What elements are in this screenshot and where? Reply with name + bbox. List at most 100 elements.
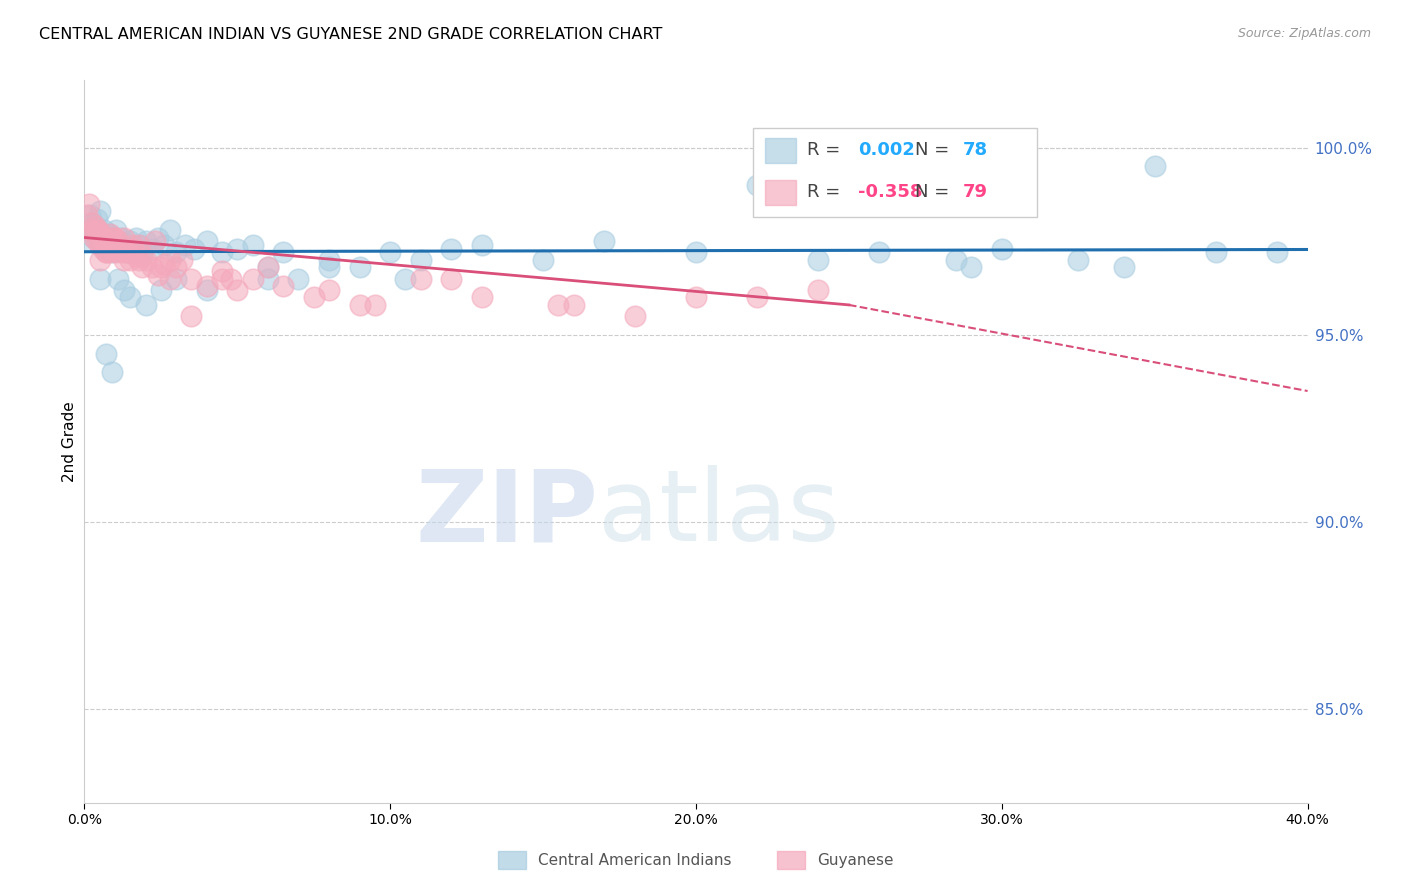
Point xyxy=(110,230,132,244)
Point xyxy=(141,260,163,275)
Point xyxy=(219,271,242,285)
Point xyxy=(153,257,176,271)
Point xyxy=(77,223,100,237)
Y-axis label: 2nd Grade: 2nd Grade xyxy=(62,401,77,482)
Point xyxy=(349,298,371,312)
Point xyxy=(128,238,150,252)
Point xyxy=(318,252,340,267)
Point xyxy=(211,245,233,260)
Point xyxy=(86,223,108,237)
Point xyxy=(110,242,132,256)
Legend: Central American Indians, Guyanese: Central American Indians, Guyanese xyxy=(492,845,900,875)
Point xyxy=(101,365,124,379)
Point xyxy=(105,223,128,237)
Point xyxy=(242,271,264,285)
Point xyxy=(128,238,150,252)
Text: Source: ZipAtlas.com: Source: ZipAtlas.com xyxy=(1237,27,1371,40)
Point xyxy=(226,283,249,297)
Point xyxy=(131,260,153,275)
Point xyxy=(89,204,111,219)
Point xyxy=(562,298,585,312)
Point xyxy=(90,234,112,248)
Point xyxy=(101,242,124,256)
Point xyxy=(94,234,117,248)
Point xyxy=(122,242,145,256)
Point xyxy=(94,230,117,244)
Point xyxy=(1114,260,1136,275)
Point xyxy=(135,252,157,267)
Point xyxy=(89,252,111,267)
Point xyxy=(159,271,181,285)
Point xyxy=(107,234,129,248)
Point xyxy=(120,252,142,267)
Point xyxy=(128,252,150,267)
Point xyxy=(93,223,115,237)
Point xyxy=(211,264,233,278)
Point xyxy=(1067,252,1090,267)
Point xyxy=(112,238,135,252)
Point xyxy=(394,271,416,285)
Point xyxy=(531,252,554,267)
Point xyxy=(94,245,117,260)
Point xyxy=(685,245,707,260)
Text: N =: N = xyxy=(915,183,949,201)
Point xyxy=(165,260,187,275)
Point xyxy=(104,245,127,260)
Point xyxy=(747,290,769,304)
Point xyxy=(991,242,1014,256)
Point xyxy=(93,230,115,244)
Point xyxy=(153,238,176,252)
Point xyxy=(364,298,387,312)
Point xyxy=(1265,245,1288,260)
Point xyxy=(380,245,402,260)
Point xyxy=(747,178,769,193)
Point xyxy=(97,245,120,260)
Point xyxy=(211,271,233,285)
Point xyxy=(135,298,157,312)
Point xyxy=(94,346,117,360)
Point xyxy=(91,242,114,256)
Point xyxy=(226,242,249,256)
Point xyxy=(94,245,117,260)
Point xyxy=(471,290,494,304)
Point xyxy=(318,283,340,297)
Point xyxy=(101,245,124,260)
Point xyxy=(146,230,169,244)
Point xyxy=(77,196,100,211)
Point xyxy=(120,290,142,304)
Point xyxy=(83,230,105,244)
Point xyxy=(120,234,142,248)
Point xyxy=(108,242,131,256)
Point xyxy=(1143,160,1166,174)
Text: 78: 78 xyxy=(963,142,988,160)
Point xyxy=(257,260,280,275)
Text: atlas: atlas xyxy=(598,466,839,562)
Point xyxy=(159,223,181,237)
Point xyxy=(143,234,166,248)
Point xyxy=(91,234,114,248)
Point xyxy=(257,271,280,285)
Point xyxy=(101,230,124,244)
Point xyxy=(80,215,103,229)
Text: 0.002: 0.002 xyxy=(858,142,915,160)
Point xyxy=(945,252,967,267)
Point xyxy=(115,245,138,260)
Point xyxy=(112,283,135,297)
Point xyxy=(103,230,125,244)
Point xyxy=(149,283,172,297)
Point xyxy=(90,227,112,241)
Point xyxy=(172,252,194,267)
Point xyxy=(960,260,983,275)
Point xyxy=(440,271,463,285)
Point xyxy=(180,271,202,285)
Point xyxy=(76,234,98,248)
Point xyxy=(97,227,120,241)
Point xyxy=(471,238,494,252)
Point xyxy=(79,208,101,222)
Point xyxy=(86,234,108,248)
Text: 79: 79 xyxy=(963,183,988,201)
Point xyxy=(624,309,647,323)
Point xyxy=(83,223,105,237)
Point xyxy=(107,271,129,285)
Text: CENTRAL AMERICAN INDIAN VS GUYANESE 2ND GRADE CORRELATION CHART: CENTRAL AMERICAN INDIAN VS GUYANESE 2ND … xyxy=(39,27,662,42)
